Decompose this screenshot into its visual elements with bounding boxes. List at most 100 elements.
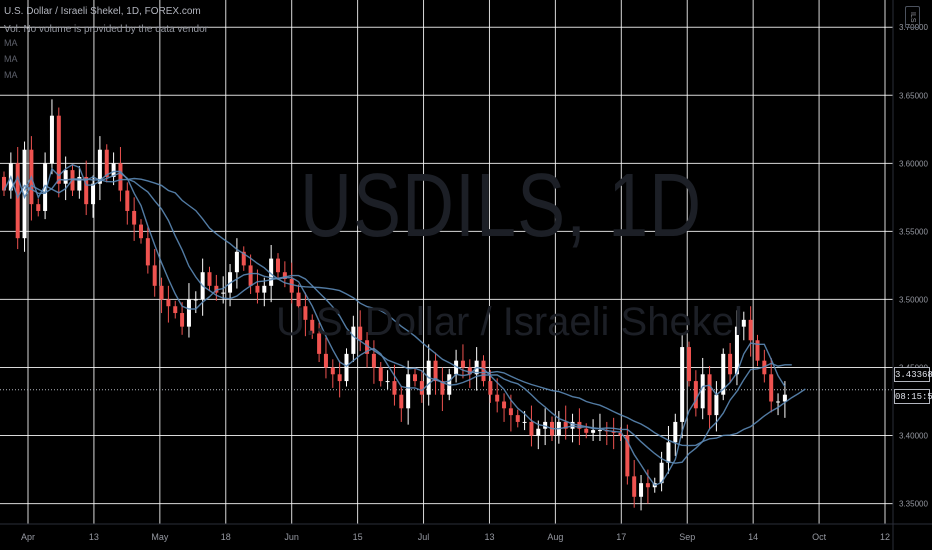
watermark-symbol: USDILS, 1D (300, 156, 703, 256)
candle-body (563, 421, 568, 429)
y-tick-label: 3.50000 (899, 295, 928, 304)
countdown-label: 08:15:55 (894, 389, 932, 404)
candle-body (344, 353, 349, 382)
x-tick-label: 15 (353, 532, 363, 542)
candle-body (673, 421, 678, 443)
candle-body (159, 285, 164, 300)
x-tick-label: 18 (221, 532, 231, 542)
candle-body (330, 367, 335, 375)
candle-body (522, 421, 527, 423)
symbol-title[interactable]: U.S. Dollar / Israeli Shekel, 1D, FOREX.… (4, 6, 201, 17)
ma-line-2 (10, 170, 792, 464)
candle-body (371, 353, 376, 368)
candle-body (413, 374, 417, 382)
watermark-name: U.S. Dollar / Israeli Shekel (276, 300, 743, 344)
candle-body (97, 149, 102, 184)
candle-body (597, 430, 602, 432)
candle-body (289, 279, 294, 293)
candle-body (454, 360, 459, 375)
candle-body (221, 292, 226, 294)
x-tick-label: 14 (748, 532, 758, 542)
currency-badge[interactable]: ILS (905, 6, 920, 28)
candle-body (2, 176, 6, 191)
candle-body (317, 333, 322, 354)
ma-line-1 (3, 163, 786, 487)
candle-body (406, 374, 411, 409)
x-tick-label: 17 (616, 532, 626, 542)
candle-body (303, 306, 308, 320)
candle-body (721, 353, 726, 395)
candle-body (666, 442, 671, 463)
candle-body (495, 394, 500, 402)
candle-body (378, 367, 383, 382)
candle-body (351, 326, 356, 354)
candle-body (310, 319, 315, 334)
candle-body (365, 340, 370, 354)
candle-body (536, 428, 541, 436)
candle-body (43, 163, 48, 211)
y-tick-label: 3.35000 (899, 500, 928, 509)
candle-body (262, 285, 267, 293)
candle-body (467, 367, 472, 375)
candle-body (639, 483, 644, 497)
candle-body (748, 319, 753, 341)
candle-body (15, 163, 20, 239)
x-tick-label: Sep (679, 532, 695, 542)
candle-body (77, 176, 82, 191)
candle-body (460, 360, 465, 368)
candle-body (659, 462, 664, 484)
candle-body (282, 272, 287, 280)
ma-legend-1[interactable]: MA (4, 38, 18, 48)
candle-body (255, 285, 260, 293)
candle-body (241, 251, 246, 266)
candle-body (502, 401, 507, 409)
candle-body (611, 431, 616, 433)
candle-body (625, 435, 630, 477)
ma-legend-3[interactable]: MA (4, 70, 18, 80)
candle-body (180, 313, 185, 327)
x-tick-label: Jun (284, 532, 299, 542)
candle-body (186, 299, 191, 327)
candle-body (36, 204, 41, 211)
candle-body (56, 115, 61, 184)
candle-body (707, 374, 712, 416)
x-tick-label: 13 (89, 532, 99, 542)
candle-body (132, 210, 137, 225)
candle-body (508, 408, 513, 416)
candle-body (91, 183, 96, 205)
candle-body (125, 190, 130, 211)
ma-line-3 (23, 175, 806, 447)
y-tick-label: 3.40000 (899, 432, 928, 441)
candle-body (714, 394, 719, 416)
candle-body (755, 340, 760, 361)
candle-body (118, 163, 123, 191)
candle-body (323, 353, 328, 368)
candle-body (515, 415, 520, 422)
ma-legend-2[interactable]: MA (4, 54, 18, 64)
candle-body (769, 374, 774, 402)
candle-body (234, 251, 239, 273)
volume-legend: Vol: No volume is provided by the data v… (4, 24, 209, 35)
x-tick-label: Apr (21, 532, 35, 542)
x-tick-label: 13 (484, 532, 494, 542)
candle-body (145, 238, 150, 266)
candle-body (358, 326, 363, 341)
x-tick-label: Jul (418, 532, 430, 542)
candle-body (104, 149, 109, 177)
x-tick-label: May (151, 532, 169, 542)
candle-body (111, 163, 116, 177)
candle-body (734, 326, 739, 375)
y-tick-label: 3.55000 (899, 227, 928, 236)
candle-body (728, 353, 733, 375)
candle-body (618, 432, 623, 436)
candle-body (419, 381, 424, 395)
candle-body (693, 381, 698, 409)
candle-body (488, 381, 493, 395)
current-price-label: 3.43368 (894, 367, 932, 382)
candle-body (84, 176, 89, 205)
candle-body (433, 360, 438, 382)
candle-body (687, 347, 691, 382)
candle-body (139, 224, 143, 239)
candle-body (173, 306, 178, 314)
